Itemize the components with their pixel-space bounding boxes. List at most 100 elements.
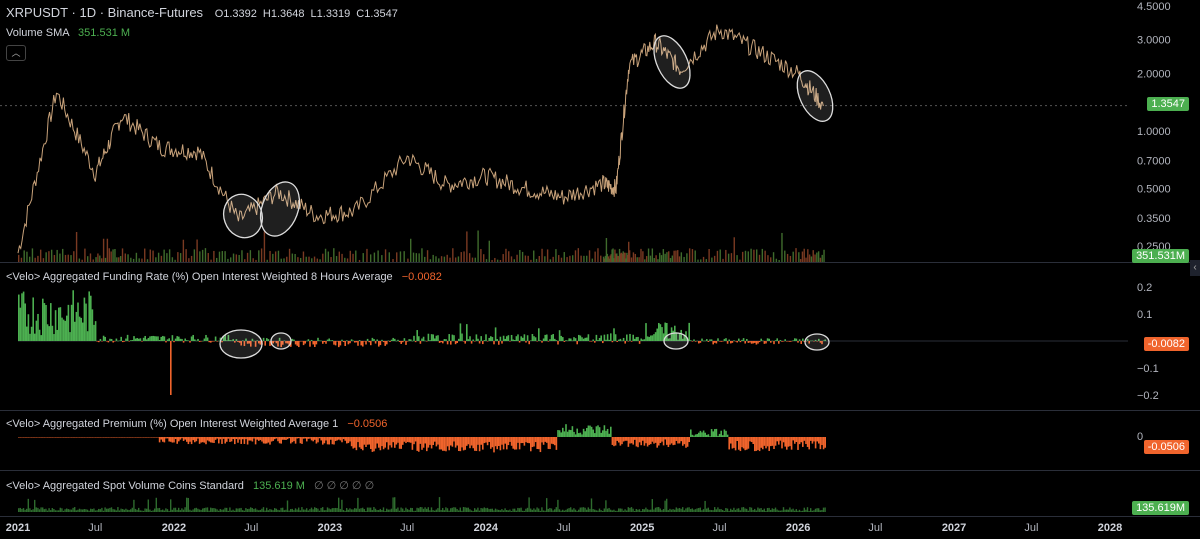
- funding-bar: [325, 341, 327, 344]
- funding-bar: [323, 341, 326, 343]
- premium-bar: [174, 437, 177, 440]
- premium-bar: [222, 437, 225, 439]
- spot-volume-bar: [717, 507, 719, 512]
- funding-bar: [741, 339, 743, 341]
- funding-bar: [677, 339, 679, 341]
- funding-bar: [586, 337, 588, 341]
- spot-volume-bar: [96, 510, 98, 512]
- volume-bar: [62, 248, 64, 262]
- volume-bar: [651, 248, 654, 262]
- funding-bar: [366, 338, 369, 341]
- funding-bar: [416, 330, 418, 341]
- spot-volume-bar: [118, 510, 121, 512]
- volume-bar: [795, 248, 797, 262]
- premium-bar: [493, 437, 495, 453]
- volume-bar: [516, 254, 518, 262]
- volume-bar: [438, 258, 440, 262]
- premium-bar: [773, 437, 775, 450]
- funding-bar: [746, 338, 748, 341]
- premium-bar: [813, 437, 815, 442]
- funding-bar: [480, 336, 482, 341]
- premium-bar: [440, 437, 442, 450]
- spot-volume-bar: [272, 510, 274, 512]
- spot-volume-bar: [256, 509, 258, 512]
- chevron-left-icon[interactable]: ‹: [1190, 260, 1200, 276]
- volume-bar: [677, 250, 679, 262]
- spot-volume-bar: [666, 498, 668, 512]
- premium-bar: [784, 437, 786, 447]
- volume-bar: [294, 253, 296, 262]
- premium-bar: [414, 437, 417, 442]
- volume-bar: [671, 255, 674, 262]
- spot-volume-bar: [342, 509, 345, 512]
- funding-bar: [362, 341, 364, 347]
- spot-volume-bar: [557, 499, 559, 512]
- premium-bar: [642, 437, 644, 441]
- spot-volume-bar: [382, 507, 385, 512]
- premium-bar: [278, 437, 281, 444]
- premium-bar: [488, 437, 490, 442]
- funding-bar: [661, 327, 663, 341]
- funding-bar: [784, 339, 786, 341]
- premium-bar: [451, 437, 454, 447]
- volume-legend: Volume SMA 351.531 M: [6, 27, 130, 39]
- volume-bar: [118, 257, 120, 262]
- spot-volume-bar: [653, 509, 655, 512]
- premium-bar: [758, 437, 761, 452]
- spot-volume-bar: [48, 508, 50, 512]
- volume-bar: [403, 251, 405, 262]
- funding-bar: [170, 341, 172, 395]
- premium-bar: [771, 437, 774, 446]
- premium-bar: [72, 437, 74, 438]
- spot-volume-bar: [360, 508, 362, 512]
- spot-volume-bar: [146, 508, 148, 512]
- premium-bar: [282, 437, 284, 440]
- premium-bar: [595, 426, 598, 437]
- premium-bar: [517, 437, 519, 443]
- premium-bar: [458, 437, 460, 452]
- funding-bar: [443, 339, 446, 341]
- spot-volume-bar: [558, 509, 561, 512]
- premium-bar: [275, 437, 278, 439]
- funding-bar: [408, 339, 410, 341]
- spot-volume-bar: [326, 507, 329, 512]
- premium-bar: [54, 437, 57, 438]
- funding-bar: [91, 309, 94, 341]
- premium-bar: [27, 437, 30, 438]
- funding-bar: [46, 324, 49, 341]
- funding-bar: [590, 341, 593, 342]
- funding-bar: [232, 339, 234, 341]
- spot-volume-bar: [189, 509, 191, 512]
- premium-bar: [58, 437, 60, 438]
- funding-bar: [766, 338, 769, 341]
- spot-volume-bar: [790, 509, 793, 512]
- premium-bar: [70, 437, 73, 438]
- funding-bar: [59, 307, 62, 341]
- premium-bar: [453, 437, 455, 442]
- funding-bar: [206, 337, 209, 341]
- volume-bar: [623, 252, 625, 262]
- funding-bar: [192, 334, 194, 341]
- volume-bar: [327, 251, 330, 262]
- last-volume-chip: 351.531M: [1132, 249, 1189, 263]
- spot-volume-bar: [173, 507, 175, 512]
- spot-volume-bar: [709, 509, 711, 512]
- spot-volume-bar: [461, 510, 463, 512]
- funding-bar: [704, 340, 706, 342]
- funding-bar: [461, 333, 463, 341]
- spot-volume-bar: [341, 499, 343, 512]
- highlight-ellipse: [653, 35, 691, 89]
- premium-bar: [184, 437, 186, 440]
- spot-volume-bar: [64, 509, 66, 512]
- spot-volume-bar: [539, 510, 541, 512]
- funding-bar: [389, 341, 391, 342]
- spot-volume-bar: [730, 508, 732, 512]
- premium-bar: [234, 437, 236, 445]
- premium-bar: [650, 437, 652, 445]
- chevron-up-icon[interactable]: ︿: [6, 45, 26, 61]
- spot-volume-bar: [568, 508, 570, 512]
- volume-bar: [733, 237, 735, 262]
- spot-volume-bar: [698, 508, 700, 512]
- volume-bar: [786, 253, 789, 262]
